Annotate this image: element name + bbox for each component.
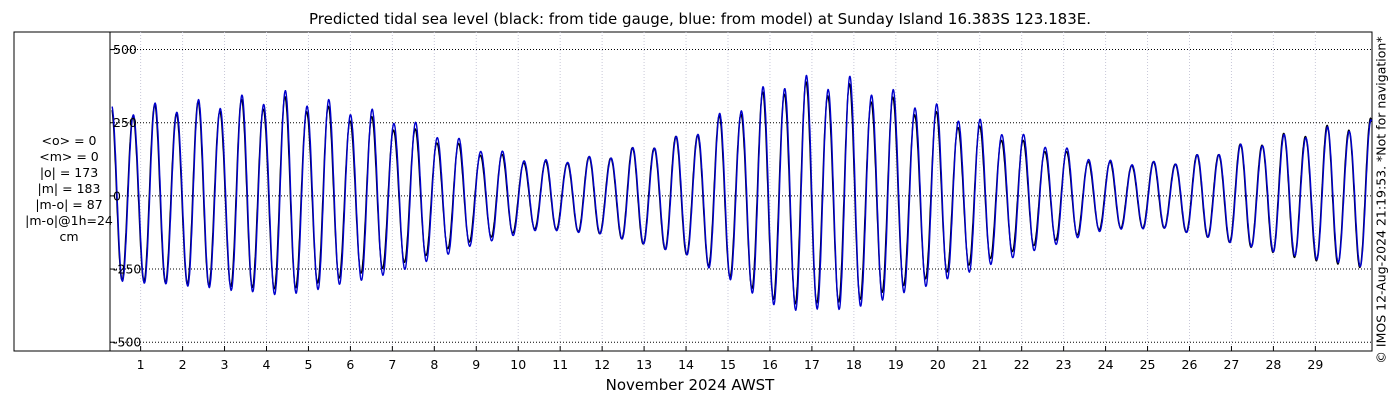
x-tick-label: 1 xyxy=(137,357,145,372)
stat-abs-observed: |o| = 173 xyxy=(39,165,99,180)
x-tick-label: 21 xyxy=(972,357,988,372)
x-tick-label: 23 xyxy=(1056,357,1072,372)
stat-unit: cm xyxy=(59,229,79,244)
x-tick-label: 17 xyxy=(804,357,820,372)
x-tick-label: 26 xyxy=(1182,357,1198,372)
series-line-model xyxy=(111,74,1373,311)
x-tick-label: 24 xyxy=(1098,357,1114,372)
series-group xyxy=(111,74,1373,311)
statistics-panel: <o> = 0 <m> = 0 |o| = 173 |m| = 183 |m-o… xyxy=(4,133,134,245)
x-tick-label: 12 xyxy=(594,357,610,372)
y-tick-label: -500 xyxy=(113,335,141,350)
y-tick-label: -250 xyxy=(113,262,141,277)
x-tick-label: 16 xyxy=(762,357,778,372)
x-tick-label: 29 xyxy=(1307,357,1323,372)
x-tick-label: 11 xyxy=(552,357,568,372)
y-tick-label: 500 xyxy=(113,42,137,57)
x-tick-label: 18 xyxy=(846,357,862,372)
x-tick-label: 28 xyxy=(1265,357,1281,372)
tick-labels: 1 2 3 4 5 6 7 8 9 10 11 12 13 14 15 16 17 18 19 20 21 22 23 24 2… xyxy=(113,42,1323,372)
x-tick-label: 14 xyxy=(678,357,694,372)
stat-abs-diff: |m-o| = 87 xyxy=(35,197,103,212)
y-tick-label: 250 xyxy=(113,115,137,130)
chart-title: Predicted tidal sea level (black: from t… xyxy=(309,10,1091,28)
credit-text: © IMOS 12-Aug-2024 21:19:53. *Not for na… xyxy=(1373,36,1389,364)
x-tick-label: 22 xyxy=(1014,357,1030,372)
x-tick-label: 4 xyxy=(263,357,271,372)
x-tick-label: 2 xyxy=(179,357,187,372)
x-axis-label: November 2024 AWST xyxy=(605,376,775,394)
x-tick-label: 6 xyxy=(346,357,354,372)
x-tick-label: 8 xyxy=(430,357,438,372)
axes xyxy=(109,32,1316,351)
x-tick-label: 7 xyxy=(388,357,396,372)
x-tick-label: 5 xyxy=(304,357,312,372)
x-tick-label: 15 xyxy=(720,357,736,372)
grid-lines xyxy=(110,32,1372,351)
stat-mean-observed: <o> = 0 xyxy=(41,133,97,148)
x-tick-label: 25 xyxy=(1140,357,1156,372)
stat-abs-model: |m| = 183 xyxy=(37,181,101,196)
x-tick-label: 20 xyxy=(930,357,946,372)
y-tick-label: 0 xyxy=(113,188,121,203)
x-tick-label: 27 xyxy=(1223,357,1239,372)
stat-mean-model: <m> = 0 xyxy=(39,149,99,164)
x-tick-label: 19 xyxy=(888,357,904,372)
x-tick-label: 13 xyxy=(636,357,652,372)
x-tick-label: 10 xyxy=(510,357,526,372)
x-tick-label: 3 xyxy=(221,357,229,372)
stat-abs-diff-1h: |m-o|@1h=24 xyxy=(25,213,113,228)
x-tick-label: 9 xyxy=(472,357,480,372)
outer-frame xyxy=(13,31,1373,352)
